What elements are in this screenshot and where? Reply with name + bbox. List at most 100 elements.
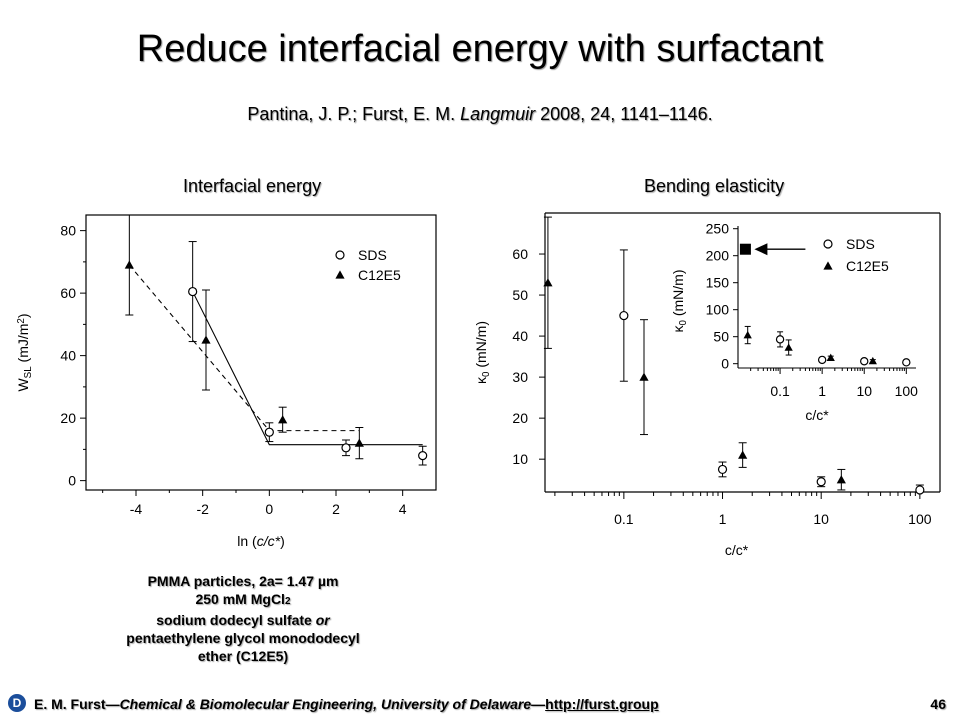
inset-point-C12E5 <box>784 343 793 351</box>
right-point-C12E5 <box>639 372 649 381</box>
left-x-tick-label: -4 <box>130 501 143 517</box>
right-legend-marker-SDS <box>823 239 833 249</box>
inset-background <box>680 222 930 432</box>
footer: D E. M. Furst—Chemical & Biomolecular En… <box>0 690 960 720</box>
citation-details: 2008, 24, 1141–1146. <box>535 104 713 124</box>
right-x-tick-label: 100 <box>908 511 932 527</box>
left-x-axis-label-part-1: c/c* <box>257 533 281 549</box>
right-y-axis-label: κ0 (mN/m) <box>473 321 492 384</box>
footer-text: E. M. Furst—Chemical & Biomolecular Engi… <box>34 696 659 712</box>
caption-line-5: ether (C12E5) <box>197 648 289 664</box>
left-chart-title: Interfacial energy <box>183 176 322 196</box>
right-y-tick-label: 10 <box>512 451 528 467</box>
inset-y-tick-label: 100 <box>706 302 730 318</box>
left-legend-marker-SDS <box>335 250 345 260</box>
left-y-tick-label: 80 <box>60 223 76 239</box>
left-point-C12E5 <box>124 260 134 269</box>
inset-point-SDS <box>817 355 827 365</box>
footer-dash-1: — <box>105 696 120 712</box>
citation-authors: Pantina, J. P.; Furst, E. M. <box>247 104 461 124</box>
inset-y-tick-label: 50 <box>713 329 729 345</box>
left-point-C12E5 <box>278 415 288 424</box>
inset-y-tick-label: 0 <box>721 356 729 372</box>
inset-y-axis-label-part-1: 0 <box>678 320 689 326</box>
left-plot-frame <box>85 214 437 491</box>
right-point-SDS <box>915 485 925 495</box>
left-y-axis-label-part-1: SL <box>23 366 34 379</box>
left-y-axis-label: WSL (mJ/m2) <box>15 313 34 391</box>
right-x-tick-label: 0.1 <box>614 511 634 527</box>
inset-point-SDS <box>860 357 869 366</box>
left-x-tick-label: 0 <box>265 501 273 517</box>
right-point-C12E5 <box>738 450 748 459</box>
slide-title: Reduce interfacial energy with surfactan… <box>136 28 824 70</box>
caption-or: or <box>315 612 330 628</box>
right-y-tick-label: 40 <box>512 328 528 344</box>
left-legend-label: SDS <box>358 247 387 263</box>
left-x-tick-label: -2 <box>196 501 209 517</box>
footer-dash-2: — <box>531 696 546 712</box>
left-y-axis-label-part-0: W <box>15 378 31 392</box>
right-point-SDS <box>816 477 826 487</box>
caption-line-1: PMMA particles, 2a= 1.47 µm <box>147 573 339 589</box>
left-point-C12E5 <box>201 335 211 344</box>
left-x-tick-label: 2 <box>332 501 340 517</box>
left-x-tick-label: 4 <box>399 501 407 517</box>
inset-x-axis-label: c/c* <box>805 407 829 423</box>
inset-highlight-point <box>739 243 751 255</box>
right-x-tick-label: 1 <box>719 511 727 527</box>
caption-line-4: pentaethylene glycol monododecyl <box>126 630 360 646</box>
right-point-SDS <box>619 310 629 321</box>
left-y-axis-label-part-2: (mJ/m <box>15 324 31 367</box>
citation: Pantina, J. P.; Furst, E. M. Langmuir 20… <box>120 104 840 125</box>
footer-link[interactable]: http://furst.group <box>545 696 659 712</box>
right-y-tick-label: 20 <box>512 410 528 426</box>
inset-y-tick-label: 150 <box>706 275 730 291</box>
left-point-SDS <box>418 451 428 461</box>
right-x-axis-label: c/c* <box>725 542 749 558</box>
right-y-tick-label: 50 <box>512 287 528 303</box>
right-legend-marker-C12E5 <box>823 261 833 270</box>
caption-line-2: 250 mM MgCl2 <box>88 590 398 611</box>
left-point-SDS <box>264 427 274 437</box>
left-y-tick-label: 40 <box>60 348 76 364</box>
left-point-SDS <box>341 443 351 453</box>
citation-journal: Langmuir <box>460 104 536 124</box>
inset-y-axis-label-part-0: κ <box>670 325 686 333</box>
inset-point-SDS <box>775 335 785 344</box>
inset-point-C12E5 <box>743 330 752 339</box>
caption-salt: 250 mM MgCl <box>195 591 285 607</box>
right-y-axis-label-part-0: κ <box>473 376 489 384</box>
page-number: 46 <box>930 696 946 712</box>
left-fit-line-SDS <box>192 291 423 446</box>
left-legend-marker-C12E5 <box>335 270 345 279</box>
right-x-tick-label: 10 <box>813 511 829 527</box>
inset-point-C12E5 <box>826 353 835 362</box>
university-logo-icon: D <box>8 694 26 712</box>
right-legend-label: SDS <box>846 236 875 252</box>
left-point-C12E5 <box>354 438 364 447</box>
left-legend-label: C12E5 <box>358 267 401 283</box>
left-x-axis-label: ln (c/c*) <box>237 533 284 549</box>
right-point-C12E5 <box>836 475 846 484</box>
right-point-SDS <box>717 464 728 475</box>
left-y-axis-label-part-3: 2 <box>16 318 27 323</box>
left-y-tick-label: 0 <box>68 473 76 489</box>
inset-y-tick-label: 200 <box>706 248 730 264</box>
caption-line-3: sodium dodecyl sulfate or <box>88 611 398 629</box>
caption-salt-subscript: 2 <box>284 596 291 607</box>
right-y-tick-label: 60 <box>512 246 528 262</box>
inset-point-C12E5 <box>868 356 877 365</box>
left-x-axis-label-part-0: ln ( <box>237 533 257 549</box>
left-fit-line-C12E5 <box>128 264 360 432</box>
inset-y-axis-label-part-2: (mN/m) <box>670 270 686 321</box>
left-x-axis-label-part-2: ) <box>280 533 285 549</box>
inset-x-tick-label: 10 <box>856 383 872 399</box>
caption-sds: sodium dodecyl sulfate <box>156 612 316 628</box>
left-point-SDS <box>188 286 198 297</box>
inset-y-tick-label: 250 <box>706 221 730 237</box>
